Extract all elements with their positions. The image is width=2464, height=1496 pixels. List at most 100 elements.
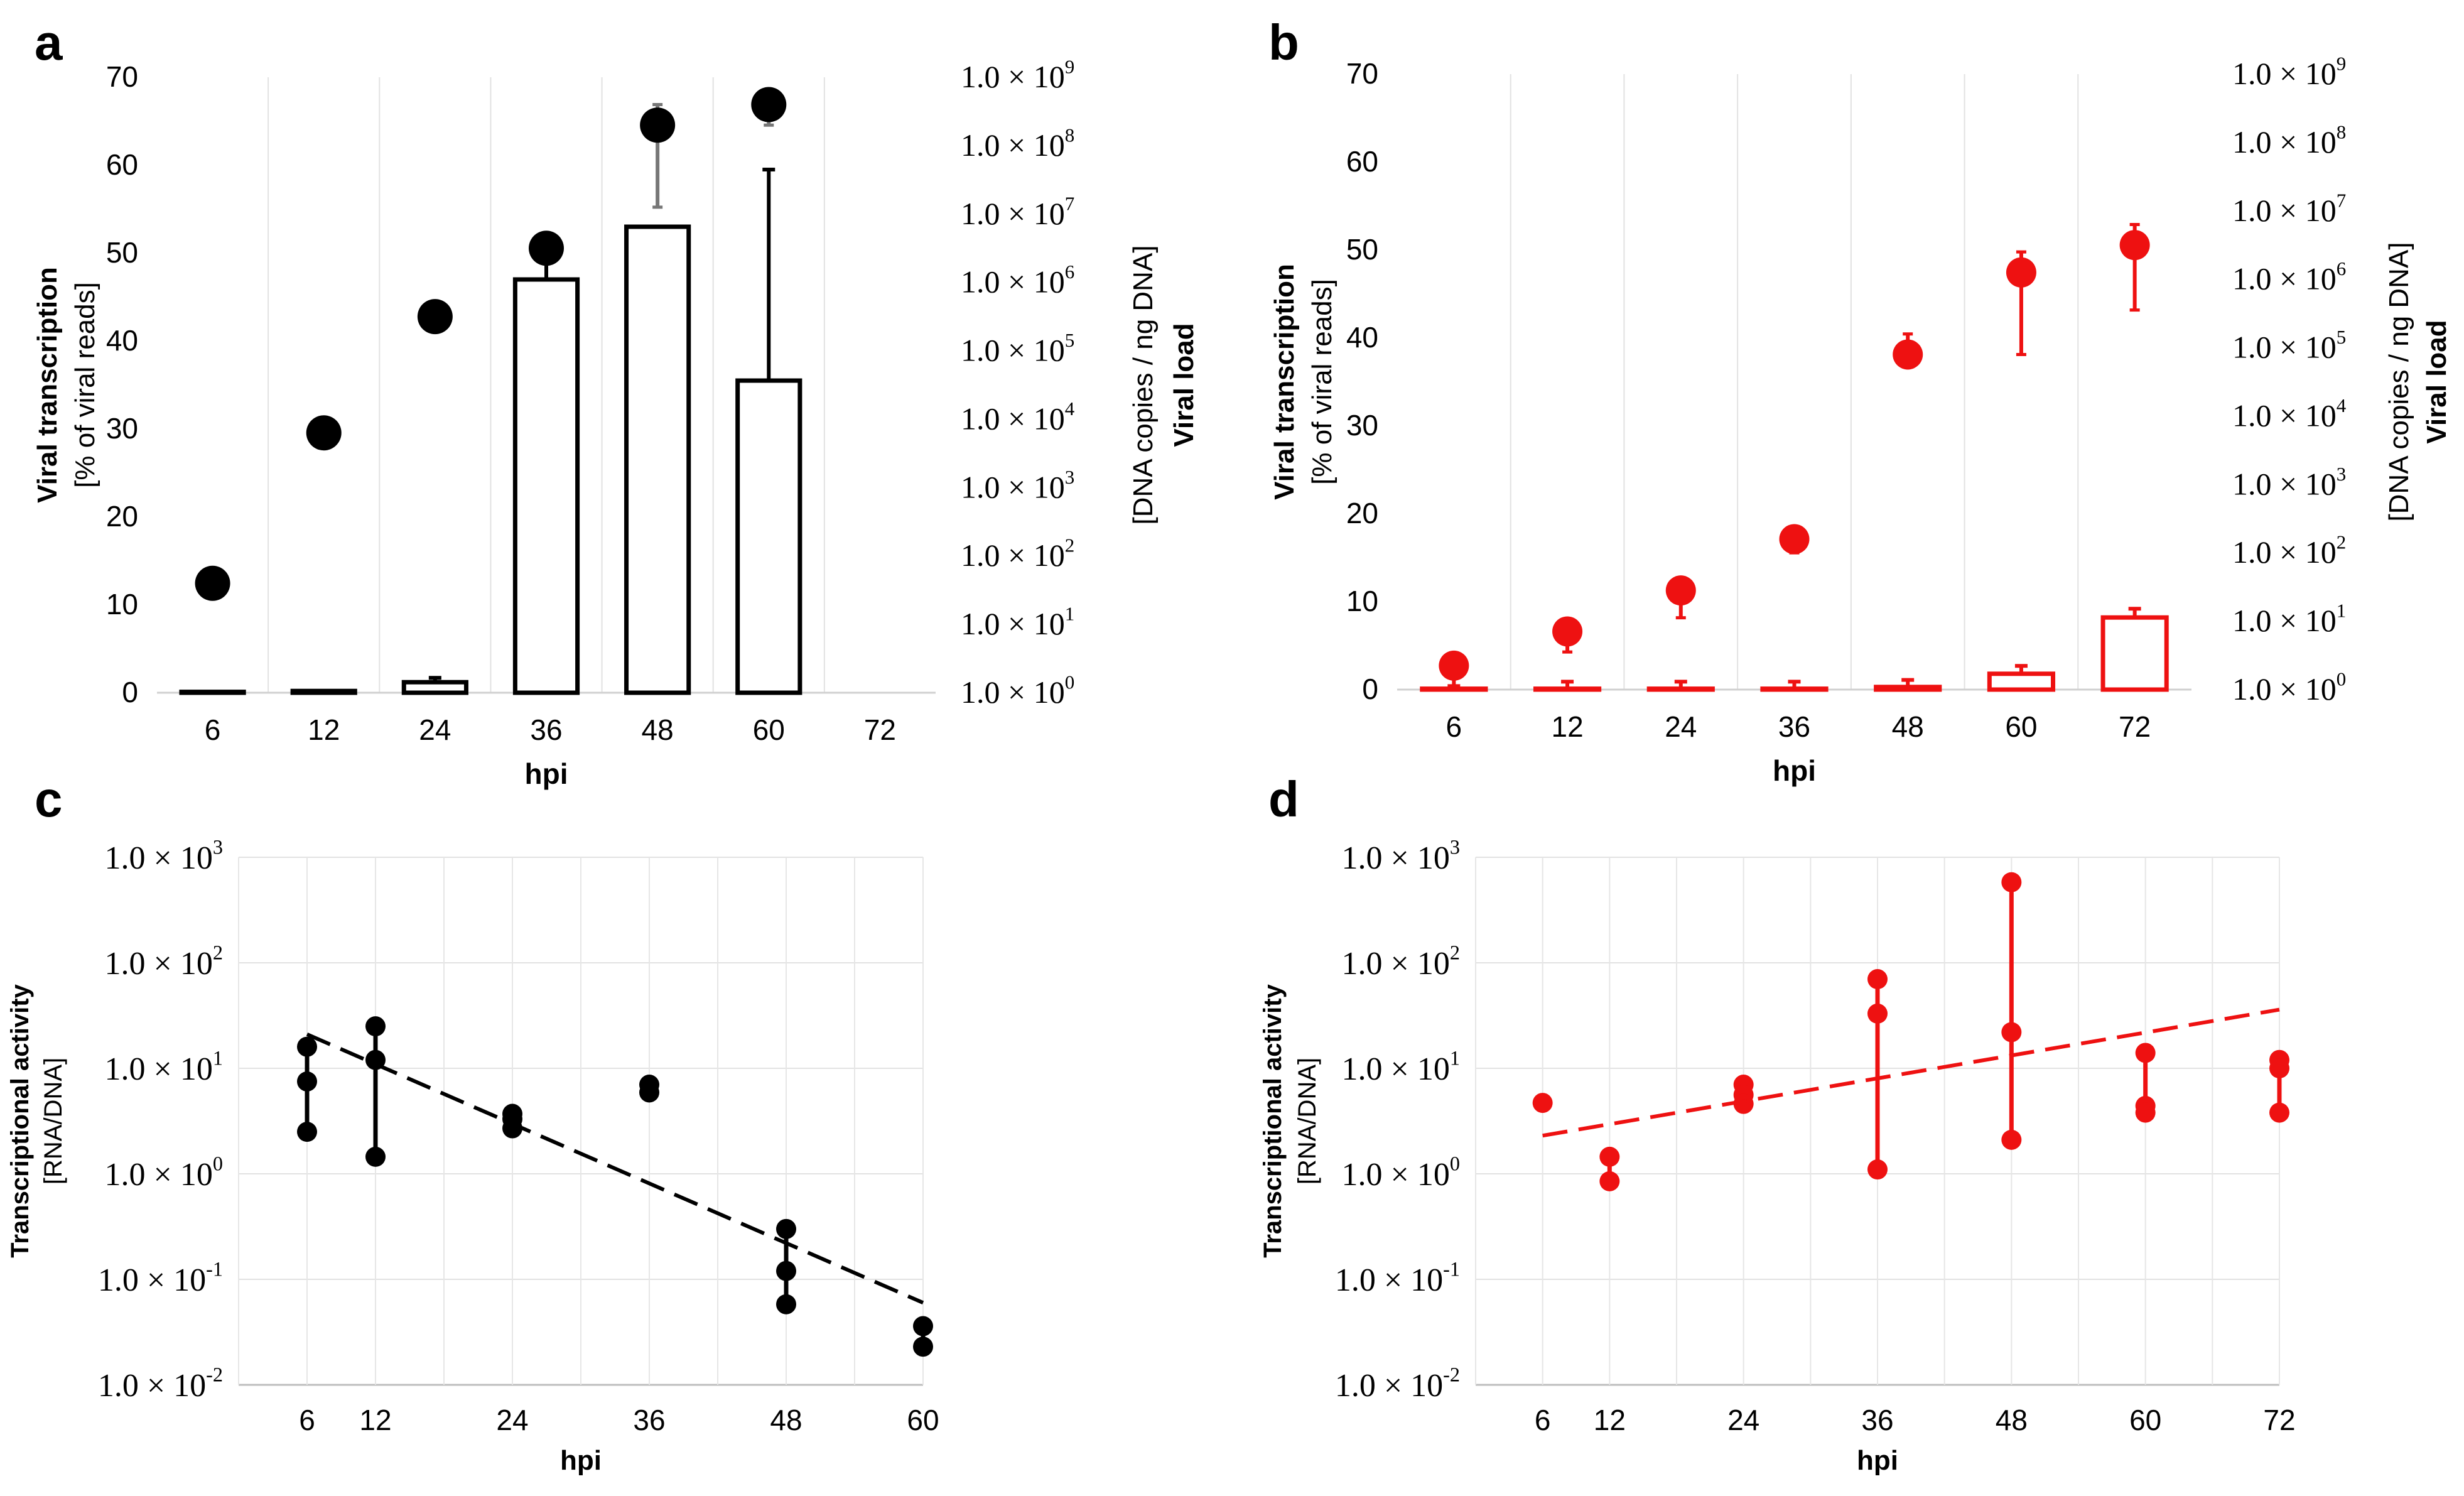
y2-tick-label: 1.0 × 109 [2232,53,2346,92]
y2-tick-label: 1.0 × 100 [2232,668,2346,707]
data-point [1779,524,1810,555]
bar [1987,671,2056,692]
trend-line [1542,1007,2280,1138]
bar [1646,686,1715,692]
x-tick-label: 72 [2263,1404,2295,1436]
panel-a: a 0 10 20 30 40 50 60 70 1.0 × 100 1.0 × 101 1.0 × … [32,14,1199,790]
y-tick-label: 30 [106,412,138,445]
y-tick-label: 20 [106,500,138,533]
y-axis-subtitle: [RNA/DNA] [1294,1058,1321,1184]
y-tick-label: 1.0 × 103 [1342,836,1460,876]
y-tick-label: 10 [1346,585,1378,617]
y-tick-label: 70 [1346,57,1378,90]
y-tick-label: 1.0 × 101 [105,1047,223,1087]
y2-tick-label: 1.0 × 109 [961,56,1074,95]
data-point [2001,1129,2022,1150]
y-tick-label: 10 [106,588,138,621]
data-point [306,415,342,451]
y-axis-subtitle: [% of viral reads] [70,282,100,488]
y-tick-label: 0 [122,676,138,708]
y2-tick-label: 1.0 × 107 [2232,189,2346,228]
data-point [1552,616,1583,647]
bar [1533,686,1602,692]
y-axis-title: Transcriptional activity [6,984,34,1257]
y2-tick-label: 1.0 × 102 [2232,531,2346,570]
y2-tick-label: 1.0 × 101 [961,603,1074,642]
panel-letter: c [35,771,63,827]
data-point [1599,1171,1620,1191]
data-point [1893,339,1923,370]
y2-tick-label: 1.0 × 103 [2232,463,2346,502]
y2-axis-title: Viral load [2421,320,2452,443]
bar [179,690,246,695]
y-tick-label: 1.0 × 10-2 [1335,1363,1460,1404]
data-point [2135,1043,2156,1063]
data-point [1867,969,1888,990]
y2-axis-subtitle: [DNA copies / ng DNA] [2384,242,2414,521]
x-tick-label: 24 [1727,1404,1759,1436]
data-point [1439,650,1469,681]
y-tick-label: 20 [1346,497,1378,529]
x-tick-label: 72 [864,713,896,746]
data-point [639,1082,659,1103]
y-tick-label: 40 [106,324,138,357]
data-point [776,1218,796,1239]
y-tick-label: 50 [106,236,138,269]
x-tick-label: 36 [633,1404,665,1436]
x-tick-label: 12 [359,1404,391,1436]
data-point [2135,1102,2156,1123]
data-point [1733,1093,1754,1114]
panel-c: c 1.0 × 103 1.0 × 102 1.0 × 101 1.0 × 100 1.0… [6,771,939,1476]
y2-axis-subtitle: [DNA copies / ng DNA] [1128,245,1159,524]
data-point [2269,1102,2289,1123]
data-point [2269,1058,2289,1078]
x-tick-label: 12 [1594,1404,1626,1436]
bar [1760,686,1829,692]
x-axis-title: hpi [560,1445,602,1476]
bar [735,378,802,695]
y-axis-title: Viral transcription [1269,264,1300,500]
x-tick-label: 6 [299,1404,315,1436]
panel-b: b 0 10 20 30 40 50 60 70 1.0 × 100 1.0 × 101 1.0 × … [1268,14,2452,787]
data-point [297,1122,317,1142]
panel-d: d 1.0 × 103 1.0 × 102 1.0 × 101 1.0 × 100 1.0… [1259,771,2296,1476]
x-tick-label: 12 [308,713,340,746]
data-point [1665,575,1696,606]
y2-tick-label: 1.0 × 105 [2232,326,2346,365]
x-tick-label: 6 [205,713,221,746]
panel-letter: d [1268,771,1299,827]
bar [290,688,357,695]
x-tick-label: 24 [1665,710,1697,743]
bar [2100,615,2169,692]
x-tick-label: 36 [1861,1404,1893,1436]
trend-line [306,1033,924,1305]
y2-axis-title: Viral load [1169,323,1199,447]
y-tick-label: 60 [1346,145,1378,178]
y2-tick-label: 1.0 × 104 [2232,394,2347,433]
data-point [776,1294,796,1314]
y-tick-label: 40 [1346,321,1378,354]
y-axis-title: Transcriptional activity [1259,984,1287,1257]
data-point [2119,230,2150,261]
y-tick-label: 1.0 × 10-2 [98,1363,223,1404]
data-point [776,1260,796,1281]
x-tick-label: 60 [2005,710,2037,743]
data-point [297,1071,317,1092]
x-axis-title: hpi [1857,1445,1898,1476]
data-point [1532,1093,1553,1114]
data-point [2006,257,2036,288]
y2-tick-label: 1.0 × 106 [961,261,1074,300]
y-tick-label: 1.0 × 100 [105,1152,223,1193]
y2-tick-label: 1.0 × 103 [961,466,1074,505]
y2-tick-label: 1.0 × 106 [2232,257,2346,296]
data-point [417,299,453,335]
data-point [913,1316,933,1336]
x-tick-label: 36 [530,713,562,746]
x-axis-title: hpi [525,757,568,790]
data-point [2001,872,2022,892]
x-tick-label: 60 [2129,1404,2161,1436]
x-tick-label: 6 [1446,710,1462,743]
y-tick-label: 1.0 × 10-1 [1335,1258,1460,1298]
data-point [913,1336,933,1357]
